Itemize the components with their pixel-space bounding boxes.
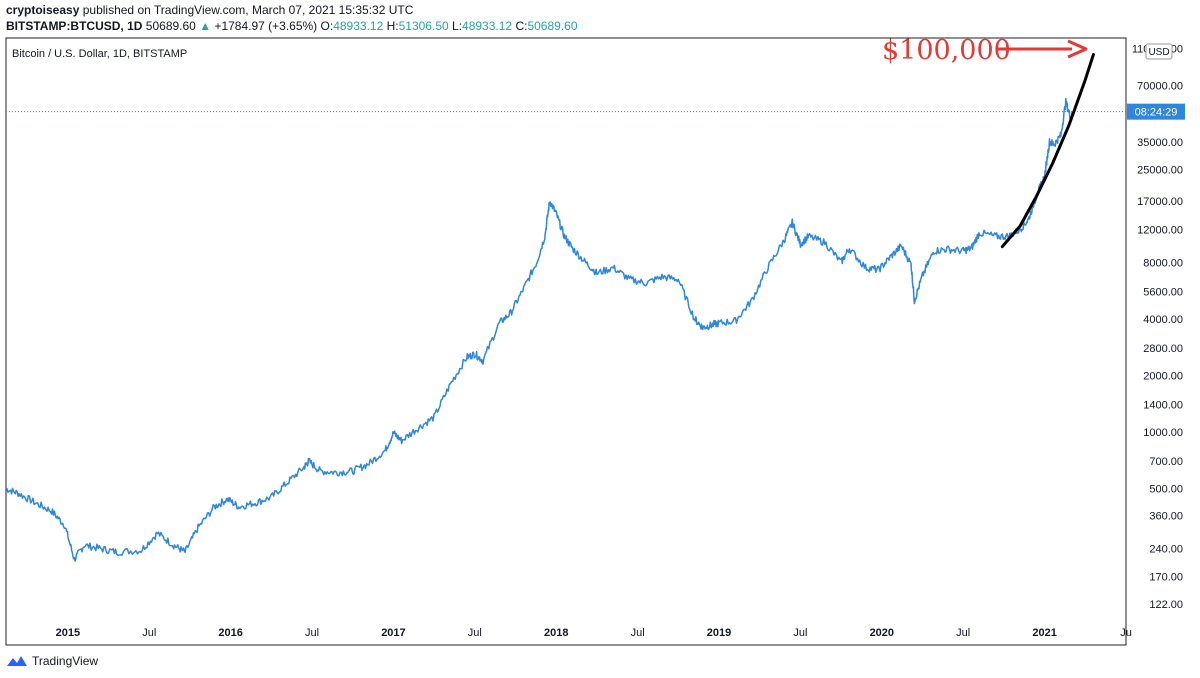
chart-title: Bitcoin / U.S. Dollar, 1D, BITSTAMP (12, 48, 187, 60)
tradingview-logo[interactable]: TradingView (6, 654, 98, 668)
close-label: C: (515, 19, 528, 33)
low-label: L: (452, 19, 463, 33)
y-tick-label: 700.00 (1149, 456, 1183, 468)
y-tick-label: 1000.00 (1143, 427, 1183, 439)
y-tick-label: 170.00 (1149, 572, 1183, 584)
tradingview-icon (7, 656, 27, 666)
x-tick-label: 2019 (707, 627, 731, 639)
countdown-label: 08:24:29 (1135, 107, 1178, 119)
high-label: H: (386, 19, 399, 33)
open-label: O: (320, 19, 334, 33)
x-tick-label: Jul (142, 627, 156, 639)
open-value: 48933.12 (333, 19, 384, 33)
last-price: 50689.60 (145, 19, 196, 33)
currency-badge-label: USD (1148, 47, 1169, 58)
publish-info: cryptoiseasy published on TradingView.co… (6, 3, 413, 17)
published-text: published on TradingView.com, March 07, … (82, 3, 414, 17)
close-value: 50689.60 (527, 19, 578, 33)
x-tick-label: 2018 (544, 627, 568, 639)
y-tick-label: 4000.00 (1143, 314, 1183, 326)
low-value: 48933.12 (462, 19, 513, 33)
x-tick-label: 2021 (1032, 627, 1056, 639)
y-tick-label: 500.00 (1149, 484, 1183, 496)
target-arrow-head (1067, 39, 1088, 59)
y-tick-label: 2800.00 (1143, 343, 1183, 355)
y-tick-label: 240.00 (1149, 544, 1183, 556)
y-tick-label: 12000.00 (1137, 224, 1183, 236)
publisher-name[interactable]: cryptoiseasy (6, 3, 80, 17)
symbol-name: BITSTAMP:BTCUSD, 1D (6, 19, 143, 33)
tradingview-brand: TradingView (32, 654, 99, 668)
x-tick-label: 2020 (870, 627, 894, 639)
x-tick-label: Jul (468, 627, 482, 639)
symbol-info: BITSTAMP:BTCUSD, 1D 50689.60 ▲ +1784.97 … (6, 19, 578, 33)
x-tick-label: 2016 (218, 627, 242, 639)
change-up-icon: ▲ (199, 19, 212, 33)
y-tick-label: 70000.00 (1137, 80, 1183, 92)
y-tick-label: 2000.00 (1143, 370, 1183, 382)
x-tick-label: Ju (1120, 627, 1132, 639)
y-tick-label: 17000.00 (1137, 196, 1183, 208)
currency-badge (1145, 43, 1173, 60)
btc-price-line (5, 97, 1075, 562)
chart-frame (5, 37, 1127, 646)
y-tick-label: 8000.00 (1143, 257, 1183, 269)
high-value: 51306.50 (398, 19, 449, 33)
x-tick-label: 2015 (56, 627, 80, 639)
y-tick-label: 1400.00 (1143, 400, 1183, 412)
x-tick-label: Jul (305, 627, 319, 639)
x-tick-label: Jul (793, 627, 807, 639)
y-tick-label: 122.00 (1149, 599, 1183, 611)
y-tick-label: 35000.00 (1137, 137, 1183, 149)
x-tick-label: Jul (956, 627, 970, 639)
countdown-tag (1127, 103, 1185, 120)
y-tick-label: 360.00 (1149, 510, 1183, 522)
x-tick-label: Jul (631, 627, 645, 639)
target-price-label: $100,000 (882, 35, 1011, 66)
y-tick-label: 5600.00 (1143, 286, 1183, 298)
price-change: +1784.97 (+3.65%) (214, 19, 318, 33)
trend-curve (1000, 53, 1095, 249)
y-tick-label: 25000.00 (1137, 164, 1183, 176)
x-tick-label: 2017 (381, 627, 405, 639)
